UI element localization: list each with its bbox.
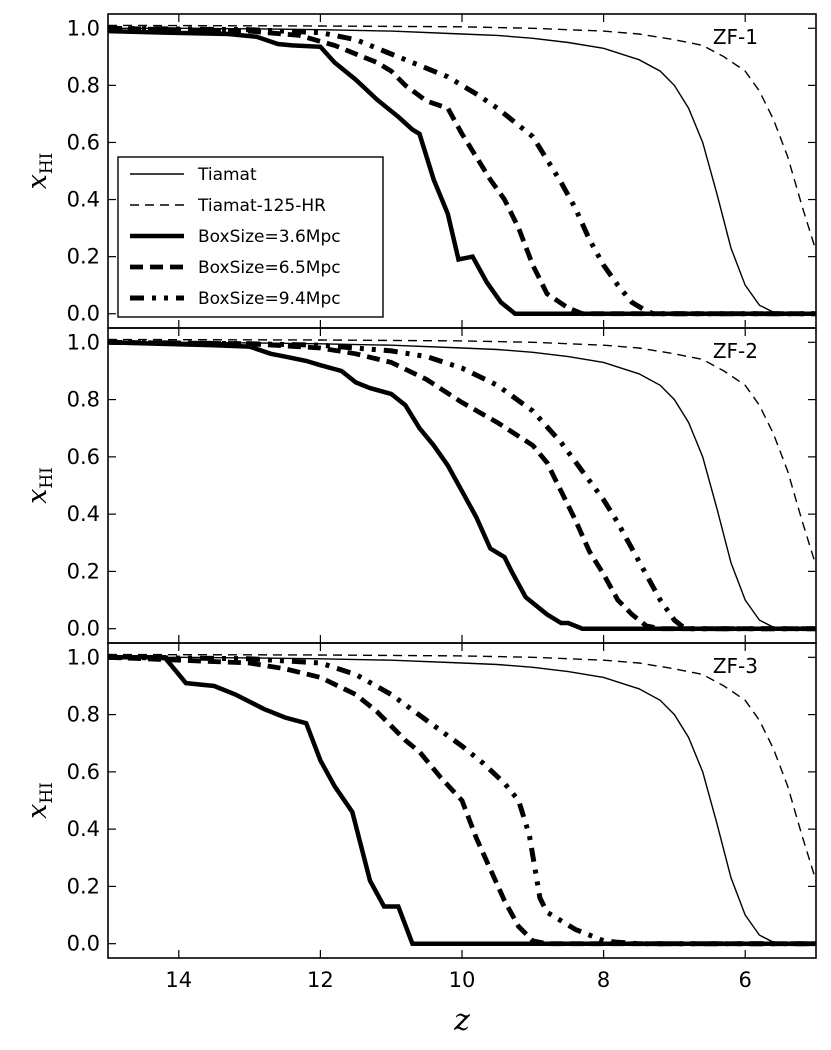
y-axis-label: xHI xyxy=(22,782,57,819)
series-line-boxsize-9-4mpc xyxy=(108,339,816,632)
y-tick-label: 0.6 xyxy=(67,760,100,784)
y-tick-label: 0.8 xyxy=(67,388,100,412)
y-tick-label: 0.2 xyxy=(67,874,100,898)
y-tick-label: 0.8 xyxy=(67,703,100,727)
y-tick-label: 0.4 xyxy=(67,502,100,526)
y-tick-label: 0.4 xyxy=(67,817,100,841)
y-tick-label: 0.0 xyxy=(67,617,100,641)
x-tick-label: 14 xyxy=(165,968,192,992)
x-axis-label: z xyxy=(453,1003,470,1038)
y-tick-label: 1.0 xyxy=(67,330,100,354)
series-line-boxsize-6-5mpc xyxy=(108,25,816,317)
panel-zf-3: 0.0 0.2 0.4 0.6 0.8 1.0 14 12 10 8 6 xHI ZF-3 z xyxy=(22,642,817,1038)
legend-entry: Tiamat xyxy=(197,165,257,185)
y-tick-label: 0.0 xyxy=(67,302,100,326)
legend-entry: Tiamat-125-HR xyxy=(197,196,326,216)
series-line-tiamat xyxy=(108,341,816,630)
y-tick-label: 0.2 xyxy=(67,559,100,583)
legend-entry: BoxSize=3.6Mpc xyxy=(198,227,341,247)
x-tick-label: 12 xyxy=(307,968,334,992)
series-line-tiamat-125-hr xyxy=(108,338,816,566)
series-line-tiamat xyxy=(108,27,816,315)
y-axis-label: xHI xyxy=(22,153,57,190)
panel-label: ZF-1 xyxy=(713,25,758,49)
y-tick-label: 0.4 xyxy=(67,188,100,212)
series-line-tiamat-125-hr xyxy=(108,653,816,881)
y-tick-label: 0.6 xyxy=(67,445,100,469)
series-line-boxsize-6-5mpc xyxy=(108,654,816,947)
series-line-boxsize-6-5mpc xyxy=(108,339,816,632)
legend: Tiamat Tiamat-125-HR BoxSize=3.6Mpc BoxSize… xyxy=(117,156,384,318)
series-line-boxsize-3-6mpc xyxy=(108,655,816,946)
legend-entry: BoxSize=6.5Mpc xyxy=(198,258,341,278)
x-tick-label: 6 xyxy=(739,968,752,992)
series-line-tiamat xyxy=(108,656,816,945)
panel-zf-2: 0.0 0.2 0.4 0.6 0.8 1.0 xHI ZF-2 xyxy=(22,327,817,644)
y-tick-label: 0.8 xyxy=(67,73,100,97)
y-axis-label: xHI xyxy=(22,467,57,504)
panel-zf-1: 0.0 0.2 0.4 0.6 0.8 1.0 xHI ZF-1 Tiamat Tiamat-12… xyxy=(22,13,817,329)
legend-entry: BoxSize=9.4Mpc xyxy=(198,289,341,309)
series-line-boxsize-3-6mpc xyxy=(108,28,816,316)
series-line-boxsize-3-6mpc xyxy=(108,340,816,631)
axes-frame xyxy=(107,327,817,644)
y-tick-label: 1.0 xyxy=(67,16,100,40)
x-tick-label: 10 xyxy=(449,968,476,992)
series-line-boxsize-9-4mpc xyxy=(108,654,816,947)
series-line-tiamat-125-hr xyxy=(108,24,816,252)
panel-label: ZF-2 xyxy=(713,339,758,363)
series-line-boxsize-9-4mpc xyxy=(108,25,816,317)
y-tick-label: 0.0 xyxy=(67,932,100,956)
y-tick-label: 0.2 xyxy=(67,245,100,269)
panel-label: ZF-3 xyxy=(713,654,758,678)
y-tick-label: 0.6 xyxy=(67,130,100,154)
x-tick-label: 8 xyxy=(597,968,610,992)
y-tick-label: 1.0 xyxy=(67,645,100,669)
